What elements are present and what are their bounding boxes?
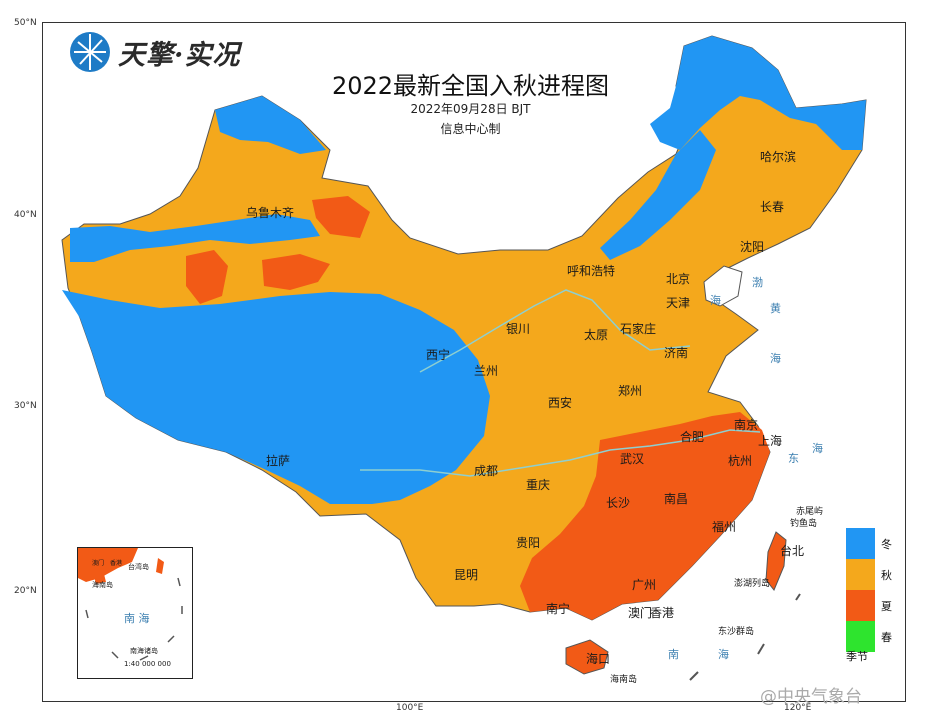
lon-tick-120: 120°E bbox=[784, 703, 812, 713]
city-nanchang: 南昌 bbox=[664, 492, 689, 506]
legend-swatch-spring bbox=[846, 621, 875, 652]
map-title: 2022最新全国入秋进程图 bbox=[331, 72, 610, 100]
turpan-summer-region bbox=[262, 254, 330, 290]
legend-label-winter: 冬 bbox=[881, 537, 892, 551]
sea-label-donghai-hai: 海 bbox=[812, 442, 823, 455]
city-chengdu: 成都 bbox=[474, 464, 499, 478]
legend-swatch-summer bbox=[846, 590, 875, 621]
sea-label-bo: 渤 bbox=[752, 276, 763, 289]
inset-aomen-label: 澳门 bbox=[92, 560, 105, 567]
map-producer: 信息中心制 bbox=[440, 122, 501, 136]
altai-winter-region bbox=[215, 96, 326, 154]
legend-item-summer: 夏 bbox=[846, 590, 892, 621]
city-huhehaote: 呼和浩特 bbox=[567, 264, 616, 278]
legend-label-summer: 夏 bbox=[881, 599, 892, 613]
city-nanjing: 南京 bbox=[734, 418, 759, 432]
logo-text: 天擎·实况 bbox=[118, 39, 241, 71]
sea-label-dong: 东 bbox=[788, 452, 799, 465]
city-aomen: 澳门 bbox=[628, 606, 653, 620]
sea-label-nanhai-hai: 海 bbox=[718, 648, 729, 661]
city-xian: 西安 bbox=[548, 396, 573, 410]
city-xining: 西宁 bbox=[426, 348, 451, 362]
tianshan-winter-region bbox=[70, 214, 320, 262]
lat-tick-20: 20°N bbox=[14, 586, 37, 596]
city-taibei: 台北 bbox=[780, 544, 805, 558]
label-penghu: 澎湖列岛 bbox=[734, 579, 771, 589]
inset-xianggang-label: 香港 bbox=[110, 560, 123, 567]
inset-map bbox=[78, 548, 183, 661]
city-hangzhou: 杭州 bbox=[728, 454, 753, 468]
nine-dash-line bbox=[689, 593, 801, 681]
plateau-winter-region bbox=[62, 290, 490, 504]
legend-label-autumn: 秋 bbox=[881, 568, 892, 582]
lon-tick-100: 100°E bbox=[396, 703, 424, 713]
city-wuhan: 武汉 bbox=[620, 452, 645, 466]
inset-islands-label: 南海诸岛 bbox=[130, 647, 158, 655]
junggar-summer-region bbox=[312, 196, 370, 238]
lat-tick-50: 50°N bbox=[14, 18, 37, 28]
city-haerbin: 哈尔滨 bbox=[760, 150, 797, 164]
city-chongqing: 重庆 bbox=[526, 478, 551, 492]
south-summer-region bbox=[520, 412, 770, 620]
legend-item-winter: 冬 bbox=[846, 528, 892, 559]
daxinganling-winter-region bbox=[600, 130, 716, 260]
tianqing-logo: 天擎·实况 bbox=[68, 30, 240, 74]
inset-taiwan-label: 台湾岛 bbox=[128, 563, 149, 571]
taiwan-island bbox=[765, 531, 787, 591]
season-legend: 冬 秋 夏 春 bbox=[846, 528, 892, 652]
city-yinchuan: 银川 bbox=[506, 322, 531, 336]
hainan-island bbox=[565, 639, 609, 675]
watermark: @中央气象台 bbox=[760, 687, 862, 707]
map-datetime: 2022年09月28日 BJT bbox=[410, 102, 531, 116]
northeast-winter-region bbox=[650, 36, 866, 150]
sea-label-huanghai-hai: 海 bbox=[770, 352, 781, 365]
city-shijiazhuang: 石家庄 bbox=[620, 322, 657, 336]
city-beijing: 北京 bbox=[666, 272, 691, 286]
lat-tick-40: 40°N bbox=[14, 210, 37, 220]
city-jinan: 济南 bbox=[664, 346, 689, 360]
label-dongsha: 东沙群岛 bbox=[718, 627, 755, 637]
sea-label-nan: 南 bbox=[668, 648, 679, 661]
sea-label-bohai-hai: 海 bbox=[710, 294, 721, 307]
city-zhengzhou: 郑州 bbox=[618, 384, 643, 398]
city-haikou: 海口 bbox=[586, 652, 611, 666]
city-lanzhou: 兰州 bbox=[474, 364, 499, 378]
legend-title: 季节 bbox=[846, 650, 868, 663]
city-lasa: 拉萨 bbox=[266, 454, 291, 468]
bohai-sea bbox=[703, 265, 743, 307]
south-china-sea-inset: 台湾岛 海南岛 澳门 香港 南 海 南海诸岛 1:40 000 000 bbox=[77, 547, 193, 679]
label-diaoyudao: 钓鱼岛 bbox=[790, 519, 818, 529]
lat-tick-30: 30°N bbox=[14, 401, 37, 411]
inset-sea-label: 南 海 bbox=[124, 612, 150, 625]
inset-hainan-label: 海南岛 bbox=[92, 581, 113, 589]
tarim-summer-region bbox=[186, 250, 228, 304]
globe-icon bbox=[70, 32, 110, 72]
legend-item-autumn: 秋 bbox=[846, 559, 892, 590]
city-wulumuqi: 乌鲁木齐 bbox=[246, 206, 295, 220]
legend-swatch-winter bbox=[846, 528, 875, 559]
inset-scale-label: 1:40 000 000 bbox=[124, 660, 171, 668]
city-taiyuan: 太原 bbox=[584, 328, 609, 342]
city-shenyang: 沈阳 bbox=[740, 240, 765, 254]
city-tianjin: 天津 bbox=[666, 296, 691, 310]
legend-swatch-autumn bbox=[846, 559, 875, 590]
city-kunming: 昆明 bbox=[454, 568, 479, 582]
yellow-river bbox=[419, 289, 691, 373]
city-xianggang: 香港 bbox=[650, 606, 675, 620]
legend-label-spring: 春 bbox=[881, 630, 892, 644]
label-chiweiyu: 赤尾屿 bbox=[796, 507, 824, 517]
legend-item-spring: 春 bbox=[846, 621, 892, 652]
label-hainan-island: 海南岛 bbox=[610, 675, 638, 685]
city-changsha: 长沙 bbox=[606, 496, 631, 510]
city-changchun: 长春 bbox=[760, 200, 785, 214]
city-shanghai: 上海 bbox=[758, 434, 783, 448]
city-nanning: 南宁 bbox=[546, 602, 571, 616]
yangtze-river bbox=[360, 429, 761, 477]
city-fuzhou: 福州 bbox=[712, 520, 737, 534]
city-hefei: 合肥 bbox=[680, 430, 705, 444]
sea-label-huang: 黄 bbox=[770, 302, 781, 315]
city-guangzhou: 广州 bbox=[632, 578, 657, 592]
city-guiyang: 贵阳 bbox=[516, 536, 541, 550]
